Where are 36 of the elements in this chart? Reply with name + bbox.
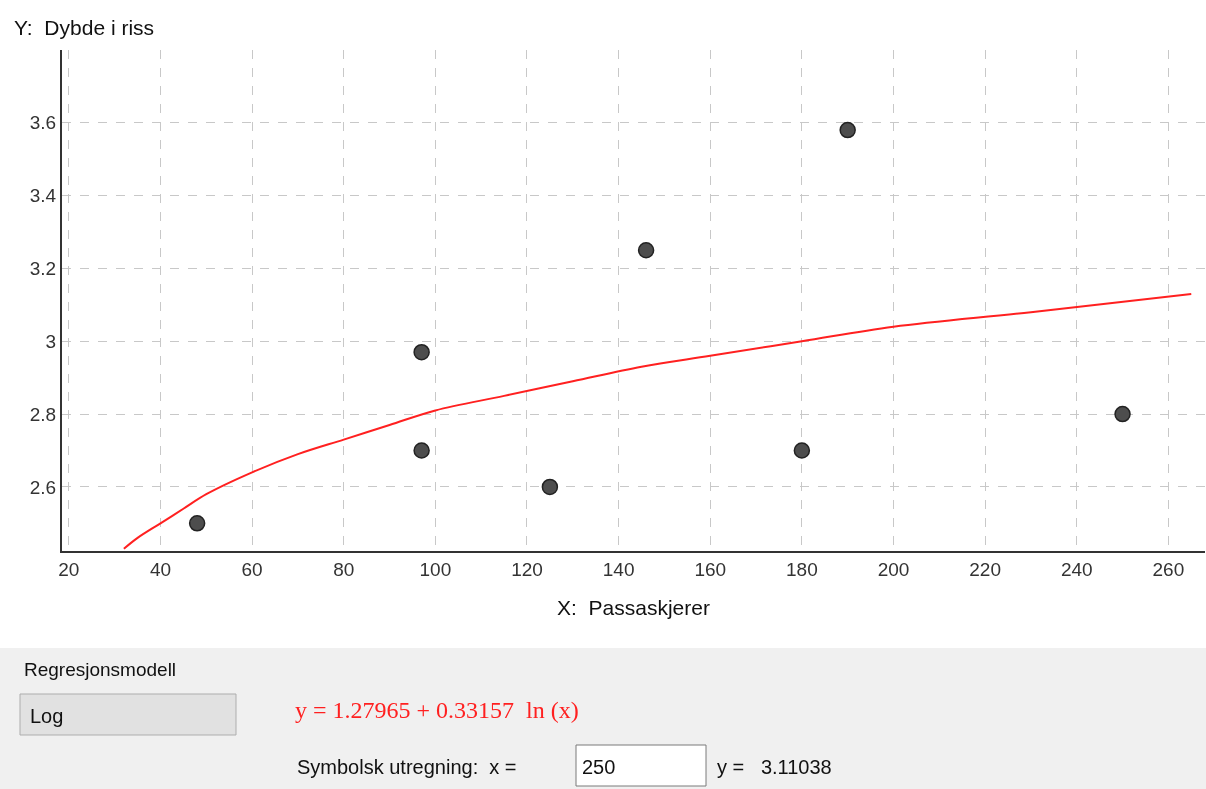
y-axis-title: Y: Dybde i riss [14, 16, 155, 39]
x-tick-label: 80 [333, 558, 355, 580]
line-series [122, 292, 1193, 550]
text: 250 [582, 756, 616, 778]
x-tick-label: 60 [241, 558, 263, 580]
point [637, 242, 655, 259]
point [188, 515, 206, 532]
point [839, 121, 856, 139]
point [793, 442, 811, 459]
x-tick-label: 40 [149, 558, 172, 580]
text: Regresjonsmodell [24, 659, 177, 680]
x-tick-label: 240 [1060, 558, 1093, 580]
x-tick-label: 200 [877, 558, 910, 580]
point [413, 343, 430, 361]
text: y = 1.27965 + 0.33157 ln (x) [295, 697, 579, 723]
x-tick-label: 20 [58, 558, 80, 580]
x-tick-label: 180 [786, 558, 818, 580]
point [413, 442, 430, 459]
y-tick-label: 3.2 [29, 258, 57, 280]
point [1114, 405, 1131, 423]
y-tick-label: 2.6 [29, 476, 57, 498]
text: Symbolsk utregning: x = [297, 756, 517, 778]
y-tick-label: 3.6 [29, 112, 57, 134]
x-tick-label: 100 [419, 558, 452, 580]
x-tick-label: 260 [1152, 558, 1185, 580]
y-tick-label: 2.8 [29, 403, 57, 425]
text: Log [30, 705, 64, 727]
x-tick-label: 140 [602, 558, 635, 580]
text: y = 3.11038 [717, 756, 832, 778]
point [541, 478, 559, 496]
x-tick-label: 120 [511, 558, 543, 580]
y-tick-label: 3.4 [29, 185, 57, 207]
x-axis-title: X: Passaskjerer [557, 596, 710, 620]
x-tick-label: 220 [969, 558, 1001, 580]
y-tick-label: 3 [45, 330, 57, 352]
x-tick-label: 160 [694, 558, 727, 580]
